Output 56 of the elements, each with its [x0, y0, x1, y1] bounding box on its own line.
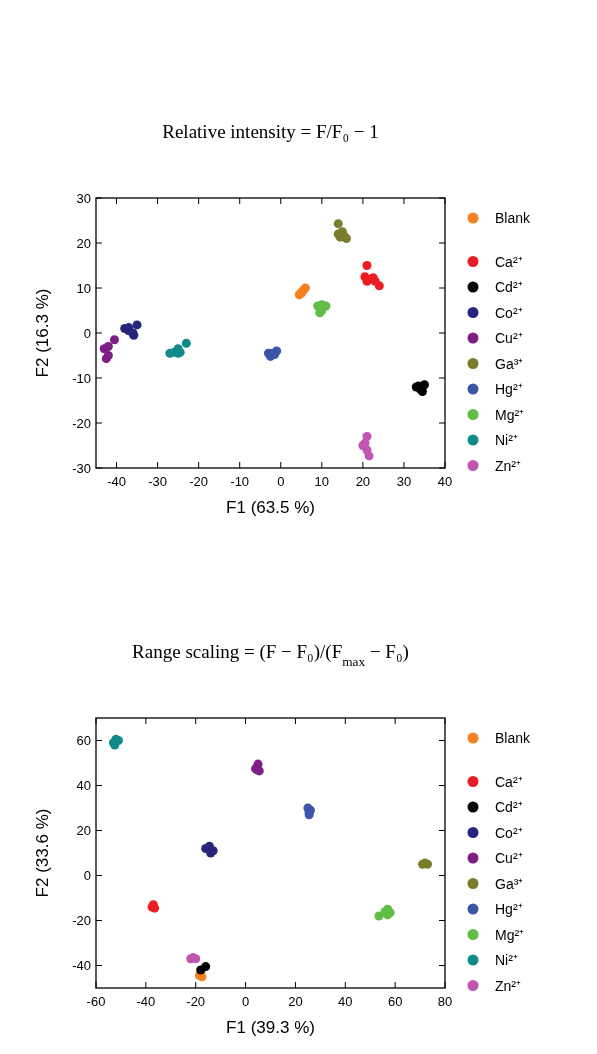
- x-axis-title: F1 (63.5 %): [226, 498, 315, 517]
- x-tick-label: -10: [230, 474, 250, 489]
- legend-label: Mg²⁺: [495, 926, 525, 943]
- legend-label: Ga³⁺: [495, 875, 524, 892]
- legend-label: Cd²⁺: [495, 799, 523, 815]
- x-tick-label: 20: [288, 994, 303, 1009]
- y-tick-label: 30: [76, 190, 91, 206]
- y-tick-label: 20: [76, 823, 91, 838]
- chart-title: Relative intensity = F/F₀ − 1: [162, 121, 379, 142]
- y-tick-label: 10: [76, 280, 91, 296]
- x-tick-label: 40: [338, 994, 353, 1009]
- x-tick-label: 60: [387, 994, 403, 1009]
- legend-label: Blank: [495, 730, 532, 746]
- x-tick-label: -40: [136, 994, 156, 1009]
- x-tick-label: -30: [148, 474, 167, 489]
- y-tick-label: -20: [72, 415, 91, 431]
- y-tick-label: 0: [83, 325, 91, 341]
- x-tick-label: 30: [396, 474, 412, 489]
- legend-label: Hg²⁺: [495, 901, 523, 917]
- y-tick-label: 40: [76, 778, 91, 793]
- x-tick-label: 80: [437, 994, 453, 1009]
- y-tick-label: 0: [83, 868, 91, 883]
- legend-label: Ca²⁺: [495, 773, 523, 790]
- x-tick-label: -40: [107, 474, 126, 489]
- legend-label: Blank: [495, 210, 532, 226]
- x-tick-label: 0: [277, 474, 285, 489]
- y-axis-title: F2 (33.6 %): [33, 808, 52, 898]
- x-tick-label: 10: [314, 474, 330, 489]
- legend-label: Zn²⁺: [495, 457, 521, 474]
- legend-label: Co²⁺: [495, 304, 523, 321]
- y-tick-label: -40: [72, 958, 91, 973]
- y-tick-label: -10: [72, 370, 91, 386]
- legend-label: Mg²⁺: [495, 406, 525, 423]
- legend-label: Co²⁺: [495, 824, 523, 841]
- x-axis-title: F1 (39.3 %): [226, 1018, 315, 1037]
- x-tick-label: 40: [437, 474, 453, 489]
- x-tick-label: -20: [186, 994, 206, 1009]
- y-tick-label: -30: [72, 460, 91, 476]
- legend-label: Ca²⁺: [495, 253, 523, 270]
- x-tick-label: 0: [241, 994, 250, 1009]
- legend-label: Ga³⁺: [495, 355, 524, 372]
- x-tick-label: -20: [189, 474, 209, 489]
- legend-label: Cu²⁺: [495, 330, 523, 346]
- y-tick-label: 60: [76, 733, 91, 748]
- legend-label: Ni²⁺: [495, 952, 518, 968]
- legend-label: Hg²⁺: [495, 381, 523, 397]
- legend-label: Cd²⁺: [495, 279, 523, 295]
- y-axis-title: F2 (16.3 %): [33, 288, 52, 378]
- y-tick-label: 20: [76, 235, 91, 251]
- chart-title: Range scaling = (F − F₀)/(F$_{max}$ − F₀): [132, 641, 409, 669]
- legend-label: Zn²⁺: [495, 977, 521, 994]
- x-tick-label: 20: [355, 474, 371, 489]
- x-tick-label: -60: [86, 994, 106, 1009]
- legend-label: Ni²⁺: [495, 432, 518, 448]
- y-tick-label: -20: [72, 913, 91, 928]
- legend-label: Cu²⁺: [495, 850, 523, 866]
